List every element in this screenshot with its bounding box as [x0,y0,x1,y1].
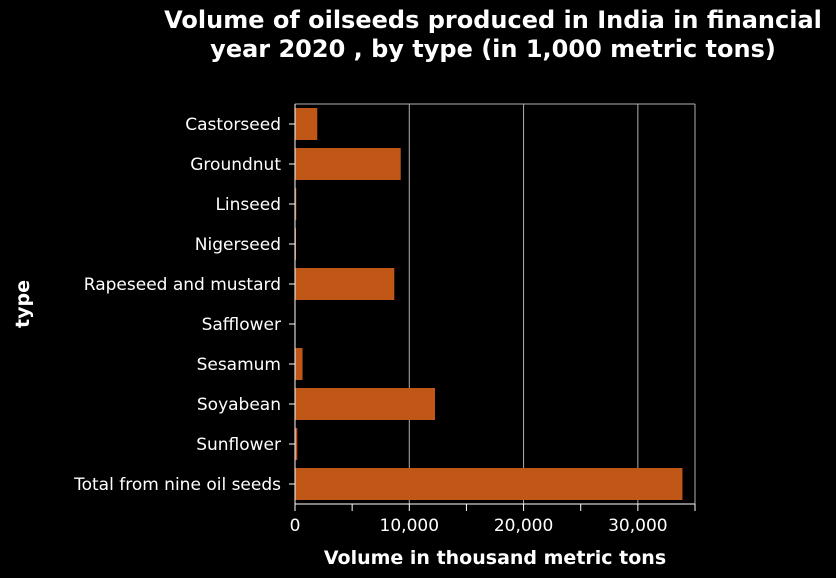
y-tick-label: Nigerseed [195,235,281,255]
y-tick-label: Safflower [202,315,281,335]
y-tick-label: Total from nine oil seeds [73,475,281,495]
x-tick-label: 0 [290,516,301,536]
x-tick-label: 20,000 [494,516,553,536]
y-tick-labels: Castorseed Groundnut Linseed Nigerseed Rapes… [73,115,281,495]
bar [295,428,298,460]
y-tick-label: Soyabean [197,395,281,415]
bar [295,268,395,300]
x-tick-labels: 0 10,000 20,000 30,000 [290,516,668,536]
bar [295,468,683,500]
bar [295,148,401,180]
bar [295,108,318,140]
y-tick-label: Groundnut [190,155,281,175]
y-axis-title: type [12,280,34,328]
y-tick-label: Linseed [215,195,281,215]
bar [295,348,303,380]
axes [289,104,696,511]
y-tick-label: Castorseed [185,115,281,135]
y-tick-label: Sesamum [197,355,281,375]
x-tick-label: 30,000 [608,516,667,536]
bar [295,388,435,420]
bar [295,228,297,260]
x-axis-title: Volume in thousand metric tons [324,547,666,569]
gridlines [295,103,696,504]
chart-title: Volume of oilseeds produced in India in … [164,6,822,63]
bar [295,188,297,220]
x-tick-label: 10,000 [380,516,439,536]
y-tick-label: Sunflower [196,435,281,455]
y-tick-label: Rapeseed and mustard [84,275,281,295]
bars [295,108,683,500]
